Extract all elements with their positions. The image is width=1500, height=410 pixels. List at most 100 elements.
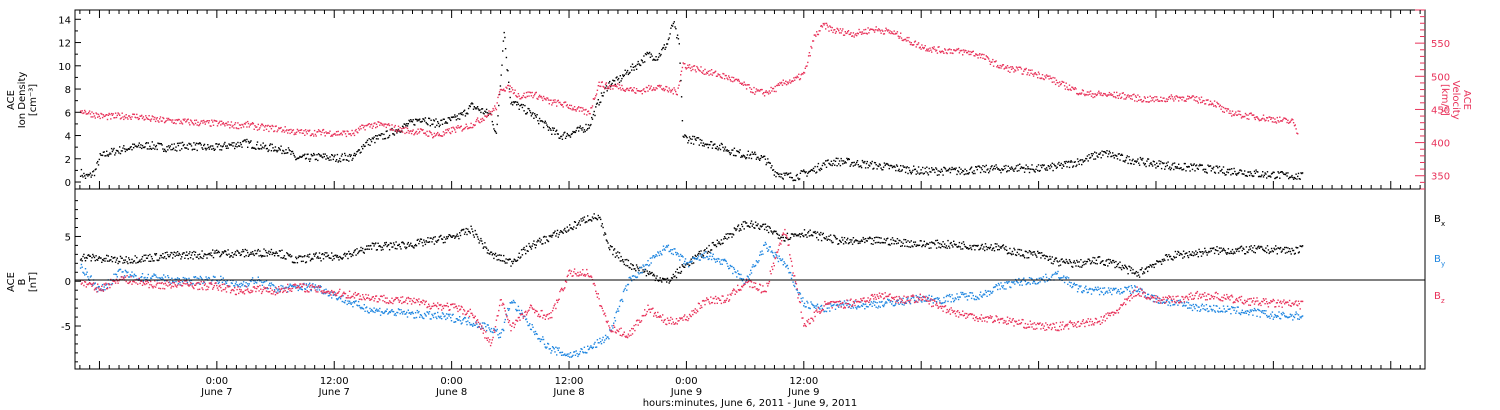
velocity-series-point xyxy=(1147,96,1149,98)
density-series-point xyxy=(608,82,610,84)
density-series-point xyxy=(813,170,815,172)
density-series-point xyxy=(84,177,87,179)
density-series-point xyxy=(335,159,338,161)
by-series-point xyxy=(341,300,343,303)
density-series-point xyxy=(610,84,612,86)
velocity-series-point xyxy=(977,57,979,59)
density-series-point xyxy=(190,145,193,147)
density-series-point xyxy=(1168,167,1170,170)
velocity-series-point xyxy=(953,49,955,51)
velocity-series-point xyxy=(1247,114,1249,116)
bx-series-point xyxy=(984,243,987,245)
density-series-point xyxy=(450,116,453,118)
velocity-series-point xyxy=(749,87,751,89)
bx-series-point xyxy=(522,248,524,250)
density-series-point xyxy=(334,154,336,156)
density-series-point xyxy=(495,132,498,134)
bx-series-point xyxy=(406,246,408,249)
velocity-series-point xyxy=(584,109,586,111)
velocity-series-point xyxy=(497,96,499,99)
velocity-series-point xyxy=(1267,120,1270,122)
velocity-series-point xyxy=(638,90,640,92)
density-series-point xyxy=(763,155,766,157)
bx-series-point xyxy=(851,239,853,241)
velocity-series-point xyxy=(340,132,343,134)
by-series-point xyxy=(369,307,371,310)
velocity-series-point xyxy=(481,117,484,120)
density-series-point xyxy=(808,170,811,173)
density-series-point xyxy=(983,170,985,173)
bx-series-point xyxy=(1191,254,1193,256)
bx-series-point xyxy=(723,236,726,238)
velocity-series-point xyxy=(159,116,162,118)
density-series-point xyxy=(300,156,303,158)
density-series-point xyxy=(789,176,791,178)
bx-series-point xyxy=(331,252,333,254)
by-series-point xyxy=(334,291,336,294)
bx-series-point xyxy=(301,256,303,258)
bx-series-point xyxy=(215,252,217,254)
velocity-series-point xyxy=(633,87,635,89)
bx-series-point xyxy=(1228,252,1230,255)
by-series-point xyxy=(373,307,375,309)
density-series-point xyxy=(451,116,453,119)
density-series-point xyxy=(1120,153,1123,156)
bx-series-point xyxy=(534,244,536,246)
density-series-point xyxy=(1156,162,1158,164)
bx-series-point xyxy=(803,235,805,238)
velocity-series-point xyxy=(1256,116,1258,118)
velocity-series-point xyxy=(313,129,316,132)
velocity-series-point xyxy=(1255,116,1257,118)
density-series-point xyxy=(887,163,889,165)
by-series-point xyxy=(236,284,238,286)
bx-series-point xyxy=(538,237,541,240)
bx-series-point xyxy=(1032,254,1034,256)
velocity-series-point xyxy=(1216,101,1218,104)
bx-series-point xyxy=(227,249,229,251)
by-series-point xyxy=(248,283,250,285)
velocity-series-point xyxy=(1158,100,1160,102)
bx-series-point xyxy=(727,233,729,235)
density-series-point xyxy=(1112,154,1115,157)
density-series-point xyxy=(328,159,330,161)
velocity-series-point xyxy=(426,130,428,133)
density-series-point xyxy=(99,153,101,155)
velocity-series-point xyxy=(227,121,229,123)
by-series-point xyxy=(375,308,378,310)
density-series-point xyxy=(915,173,917,175)
density-series-point xyxy=(543,122,546,124)
velocity-series-point xyxy=(1105,94,1107,96)
density-series-point xyxy=(690,142,692,144)
density-series-point xyxy=(681,120,684,122)
velocity-series-point xyxy=(1108,91,1111,94)
density-series-point xyxy=(349,155,352,158)
by-series-point xyxy=(216,280,219,282)
density-series-point xyxy=(962,170,965,172)
bx-series-point xyxy=(922,244,924,247)
bx-series-point xyxy=(370,244,372,247)
bx-series-point xyxy=(1093,262,1095,264)
density-series-point xyxy=(196,149,198,152)
density-series-point xyxy=(564,137,567,139)
velocity-series-point xyxy=(248,126,250,128)
bx-series-point xyxy=(710,249,712,251)
density-series-point xyxy=(803,169,805,171)
bx-series-point xyxy=(1147,270,1149,273)
bx-series-point xyxy=(1195,250,1197,252)
density-series-point xyxy=(547,129,550,131)
bx-series-point xyxy=(415,245,418,247)
velocity-series-point xyxy=(1125,98,1127,100)
velocity-series-point xyxy=(620,89,622,91)
bx-series-point xyxy=(1204,250,1207,252)
density-series-point xyxy=(1052,169,1054,172)
density-series-point xyxy=(227,147,229,149)
density-series-point xyxy=(1067,161,1069,163)
velocity-series-point xyxy=(167,117,170,120)
density-series-point xyxy=(594,114,596,117)
density-series-point xyxy=(895,169,897,172)
by-series-point xyxy=(269,282,271,285)
velocity-series-point xyxy=(1209,100,1212,102)
density-series-point xyxy=(896,165,899,167)
velocity-series-point xyxy=(165,120,167,122)
density-series-point xyxy=(1170,167,1173,169)
